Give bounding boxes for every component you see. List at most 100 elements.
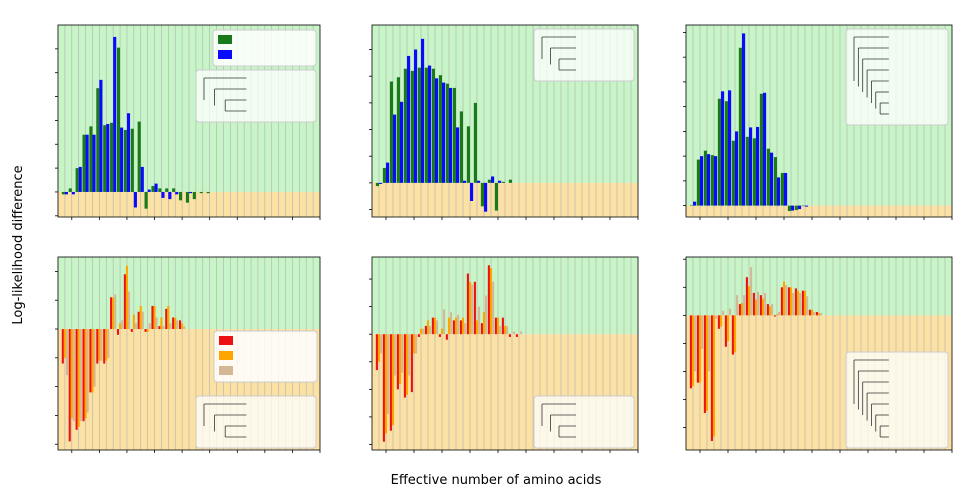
bar — [820, 313, 823, 316]
tree-inset — [195, 69, 317, 123]
bar — [515, 334, 518, 337]
bar — [766, 304, 769, 316]
bar — [782, 281, 786, 316]
bar — [382, 167, 386, 183]
bar — [84, 329, 87, 419]
bar — [130, 329, 133, 332]
bar — [75, 168, 79, 192]
bar — [736, 295, 739, 316]
bar — [459, 320, 462, 335]
bar — [791, 205, 795, 211]
bar — [750, 267, 753, 316]
legend-box — [212, 29, 317, 67]
bar — [759, 93, 763, 206]
bar — [86, 329, 89, 413]
bar — [82, 329, 85, 422]
bar — [64, 191, 68, 195]
bar — [796, 290, 800, 316]
bar — [181, 323, 184, 330]
legend-box — [213, 330, 318, 383]
bar — [422, 328, 425, 335]
bar — [403, 334, 406, 398]
bar — [466, 273, 469, 335]
chart-panel-a-bottom — [55, 256, 321, 453]
bar — [127, 291, 131, 330]
bar — [137, 311, 140, 330]
bar — [389, 81, 393, 183]
bar — [153, 305, 156, 330]
legend-swatch — [219, 351, 233, 360]
bar — [408, 334, 411, 376]
chart-panel-c-top — [683, 24, 953, 220]
bar — [103, 125, 107, 192]
bar — [428, 65, 432, 183]
bar — [721, 91, 725, 206]
bar — [419, 328, 423, 335]
bar — [123, 274, 126, 330]
bar — [722, 310, 725, 316]
bar — [82, 134, 86, 192]
bar — [141, 311, 144, 330]
bar — [742, 33, 746, 206]
bar — [468, 281, 472, 335]
bar — [379, 182, 383, 184]
bar — [738, 304, 741, 316]
bar — [785, 285, 788, 316]
bar — [719, 315, 723, 327]
chart-panel-b-bottom — [369, 256, 639, 453]
legend-swatch — [219, 336, 233, 345]
bar — [132, 314, 135, 330]
bar — [442, 82, 446, 183]
bar — [382, 334, 385, 442]
bar — [738, 47, 742, 206]
bar — [438, 334, 441, 337]
bar — [780, 287, 783, 316]
bar — [456, 127, 460, 183]
bar — [766, 148, 770, 206]
bar — [794, 205, 798, 211]
bar — [473, 281, 476, 335]
bar — [801, 205, 805, 207]
legend-swatch — [218, 50, 232, 59]
bar — [396, 334, 399, 390]
bar — [144, 329, 147, 332]
bar — [717, 98, 721, 206]
bar — [107, 329, 110, 358]
bar — [199, 191, 203, 194]
bar — [158, 326, 161, 330]
bar — [450, 312, 453, 335]
bar — [787, 205, 791, 212]
bar — [96, 88, 100, 192]
bar — [477, 180, 481, 183]
bar — [710, 315, 713, 442]
bar — [68, 188, 72, 192]
x-axis-label: Effective number of amino acids — [391, 473, 602, 488]
bar — [85, 134, 89, 192]
bar — [140, 166, 144, 192]
bar — [415, 334, 418, 354]
bar — [429, 325, 432, 335]
bar — [139, 305, 142, 330]
bar — [754, 299, 758, 316]
bar — [808, 309, 811, 316]
bar — [482, 312, 486, 335]
bar — [144, 191, 148, 209]
tree-inset — [195, 395, 317, 449]
bar — [407, 55, 411, 183]
bar — [65, 329, 68, 376]
bar — [130, 128, 134, 192]
bar — [110, 297, 113, 330]
bar — [449, 87, 453, 183]
bar — [508, 179, 512, 183]
bar — [146, 329, 149, 332]
bar — [377, 334, 381, 362]
bar — [167, 305, 170, 330]
bar — [133, 191, 137, 208]
bar — [435, 78, 439, 183]
bar — [179, 320, 182, 330]
bar — [705, 315, 709, 411]
bar — [384, 334, 388, 434]
bar — [777, 177, 781, 206]
bar — [775, 314, 779, 316]
bar — [496, 317, 500, 335]
